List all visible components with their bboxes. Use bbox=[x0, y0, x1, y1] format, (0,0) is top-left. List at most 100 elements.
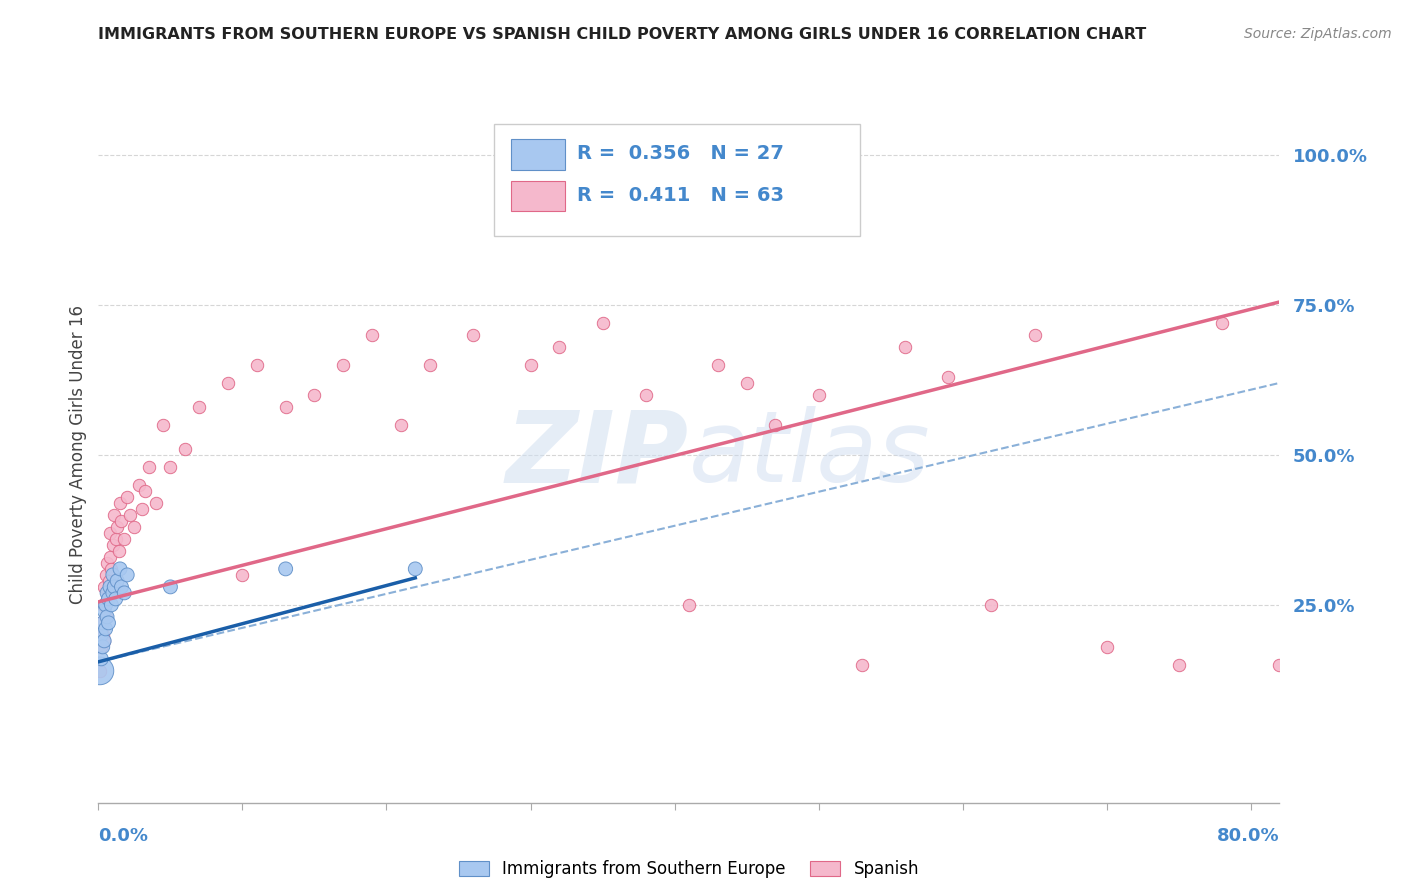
Point bbox=[96, 556, 118, 570]
Point bbox=[89, 664, 111, 678]
Point bbox=[93, 633, 115, 648]
Text: IMMIGRANTS FROM SOUTHERN EUROPE VS SPANISH CHILD POVERTY AMONG GIRLS UNDER 16 CO: IMMIGRANTS FROM SOUTHERN EUROPE VS SPANI… bbox=[98, 27, 1147, 42]
FancyBboxPatch shape bbox=[494, 124, 860, 235]
Point bbox=[97, 574, 120, 588]
Point bbox=[134, 483, 156, 498]
Point bbox=[173, 442, 195, 456]
Text: R =  0.411   N = 63: R = 0.411 N = 63 bbox=[576, 186, 783, 205]
Point bbox=[103, 508, 125, 522]
Text: R =  0.356   N = 27: R = 0.356 N = 27 bbox=[576, 145, 783, 163]
Point bbox=[735, 376, 758, 390]
Point bbox=[90, 628, 112, 642]
Point bbox=[361, 328, 384, 343]
Point bbox=[91, 598, 114, 612]
Point bbox=[105, 520, 128, 534]
Point bbox=[461, 328, 484, 343]
Point bbox=[131, 502, 153, 516]
Point bbox=[1024, 328, 1046, 343]
Point bbox=[100, 598, 122, 612]
Point bbox=[980, 598, 1002, 612]
Point bbox=[634, 388, 657, 402]
Point bbox=[110, 580, 132, 594]
Point bbox=[519, 358, 541, 372]
Point bbox=[94, 598, 117, 612]
Point bbox=[851, 657, 873, 672]
Text: 0.0%: 0.0% bbox=[98, 827, 149, 845]
Text: 80.0%: 80.0% bbox=[1216, 827, 1279, 845]
Point bbox=[138, 459, 160, 474]
Point bbox=[98, 525, 121, 540]
Point bbox=[1167, 657, 1189, 672]
Legend: Immigrants from Southern Europe, Spanish: Immigrants from Southern Europe, Spanish bbox=[451, 854, 927, 885]
Point bbox=[419, 358, 441, 372]
Point bbox=[90, 640, 112, 654]
Point bbox=[100, 562, 122, 576]
Point bbox=[90, 652, 112, 666]
Point bbox=[96, 610, 118, 624]
Point bbox=[112, 532, 135, 546]
Point bbox=[94, 610, 117, 624]
Point bbox=[115, 567, 138, 582]
Point bbox=[110, 514, 132, 528]
Point bbox=[936, 370, 959, 384]
Point bbox=[274, 400, 297, 414]
Point bbox=[108, 496, 131, 510]
Point bbox=[1095, 640, 1118, 654]
Point bbox=[104, 591, 127, 606]
Point bbox=[93, 580, 115, 594]
Point bbox=[894, 340, 917, 354]
Point bbox=[389, 417, 412, 432]
Point bbox=[93, 604, 115, 618]
Point bbox=[124, 520, 146, 534]
Point bbox=[103, 580, 125, 594]
Point bbox=[159, 459, 181, 474]
FancyBboxPatch shape bbox=[510, 139, 565, 169]
Point bbox=[107, 544, 129, 558]
Point bbox=[93, 633, 115, 648]
Point bbox=[217, 376, 239, 390]
Point bbox=[678, 598, 700, 612]
Point bbox=[404, 562, 426, 576]
Point bbox=[1211, 316, 1233, 330]
FancyBboxPatch shape bbox=[510, 181, 565, 211]
Point bbox=[91, 640, 114, 654]
Point bbox=[97, 591, 120, 606]
Point bbox=[128, 478, 150, 492]
Y-axis label: Child Poverty Among Girls Under 16: Child Poverty Among Girls Under 16 bbox=[69, 305, 87, 605]
Point bbox=[94, 622, 117, 636]
Point bbox=[104, 532, 127, 546]
Point bbox=[96, 586, 118, 600]
Point bbox=[98, 580, 121, 594]
Point bbox=[98, 549, 121, 564]
Point bbox=[91, 628, 114, 642]
Point bbox=[96, 591, 118, 606]
Point bbox=[231, 567, 253, 582]
Point bbox=[90, 615, 112, 630]
Point bbox=[1268, 657, 1291, 672]
Text: atlas: atlas bbox=[689, 407, 931, 503]
Point bbox=[548, 340, 571, 354]
Point bbox=[120, 508, 142, 522]
Point bbox=[145, 496, 167, 510]
Point bbox=[274, 562, 297, 576]
Point bbox=[101, 586, 124, 600]
Point bbox=[105, 574, 128, 588]
Point bbox=[89, 664, 111, 678]
Point bbox=[304, 388, 326, 402]
Point bbox=[101, 538, 124, 552]
Point bbox=[332, 358, 354, 372]
Point bbox=[188, 400, 211, 414]
Point bbox=[152, 417, 174, 432]
Point bbox=[592, 316, 614, 330]
Point bbox=[94, 567, 117, 582]
Point bbox=[159, 580, 181, 594]
Point bbox=[115, 490, 138, 504]
Point bbox=[97, 615, 120, 630]
Point bbox=[706, 358, 728, 372]
Point bbox=[101, 567, 124, 582]
Text: ZIP: ZIP bbox=[506, 407, 689, 503]
Point bbox=[246, 358, 269, 372]
Point bbox=[112, 586, 135, 600]
Point bbox=[807, 388, 830, 402]
Text: Source: ZipAtlas.com: Source: ZipAtlas.com bbox=[1244, 27, 1392, 41]
